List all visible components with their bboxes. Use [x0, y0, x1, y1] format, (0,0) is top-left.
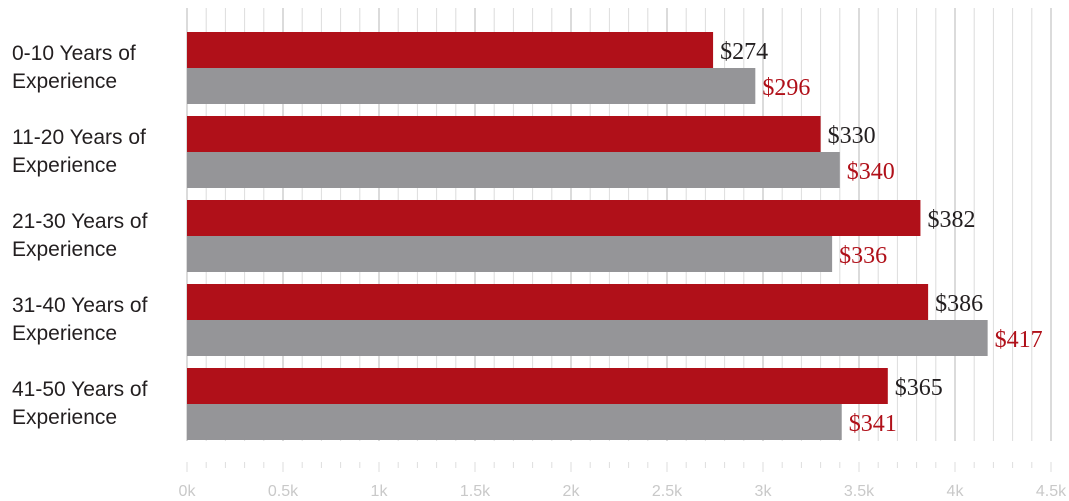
category-label: 41-50 Years of Experience: [12, 378, 148, 429]
data-label: $382: [927, 207, 975, 233]
data-label: $336: [839, 243, 887, 269]
x-tick-label: 2.5k: [652, 483, 683, 500]
bar-series-1: [187, 368, 888, 404]
bar-series-1: [187, 284, 929, 320]
category-label: 31-40 Years of Experience: [12, 294, 148, 345]
x-tick-label: 0k: [179, 483, 197, 500]
x-tick-label: 2k: [563, 483, 581, 500]
x-tick-label: 4k: [947, 483, 965, 500]
data-label: $365: [895, 375, 943, 401]
data-label: $330: [828, 123, 876, 149]
data-label: $340: [847, 159, 895, 185]
bar-series-2: [187, 68, 756, 104]
data-label: $341: [849, 411, 897, 437]
x-tick-label: 4.5k: [1036, 483, 1067, 500]
data-label: $386: [935, 291, 983, 317]
category-label: 21-30 Years of Experience: [12, 210, 148, 261]
data-labels: $274 $296 $330 $340 $382 $336 $386 $417 $365 $341: [720, 39, 1043, 437]
bar-series-2: [187, 236, 833, 272]
data-label: $296: [762, 75, 810, 101]
bar-series-2: [187, 404, 842, 440]
x-tick-label: 1k: [371, 483, 389, 500]
bar-series-2: [187, 320, 988, 356]
bar-series-1: [187, 32, 714, 68]
bar-series-1: [187, 200, 921, 236]
category-label: 0-10 Years of Experience: [12, 42, 136, 93]
bar-series-2: [187, 152, 840, 188]
x-tick-label: 3.5k: [844, 483, 875, 500]
x-tick-label: 3k: [755, 483, 773, 500]
category-label: 11-20 Years of Experience: [12, 126, 146, 177]
data-label: $417: [995, 327, 1043, 353]
bars: [187, 32, 988, 440]
data-label: $274: [720, 39, 768, 65]
x-tick-label: 1.5k: [460, 483, 491, 500]
x-axis-ticks: [186, 462, 1052, 472]
bar-series-1: [187, 116, 821, 152]
x-tick-label: 0.5k: [268, 483, 299, 500]
